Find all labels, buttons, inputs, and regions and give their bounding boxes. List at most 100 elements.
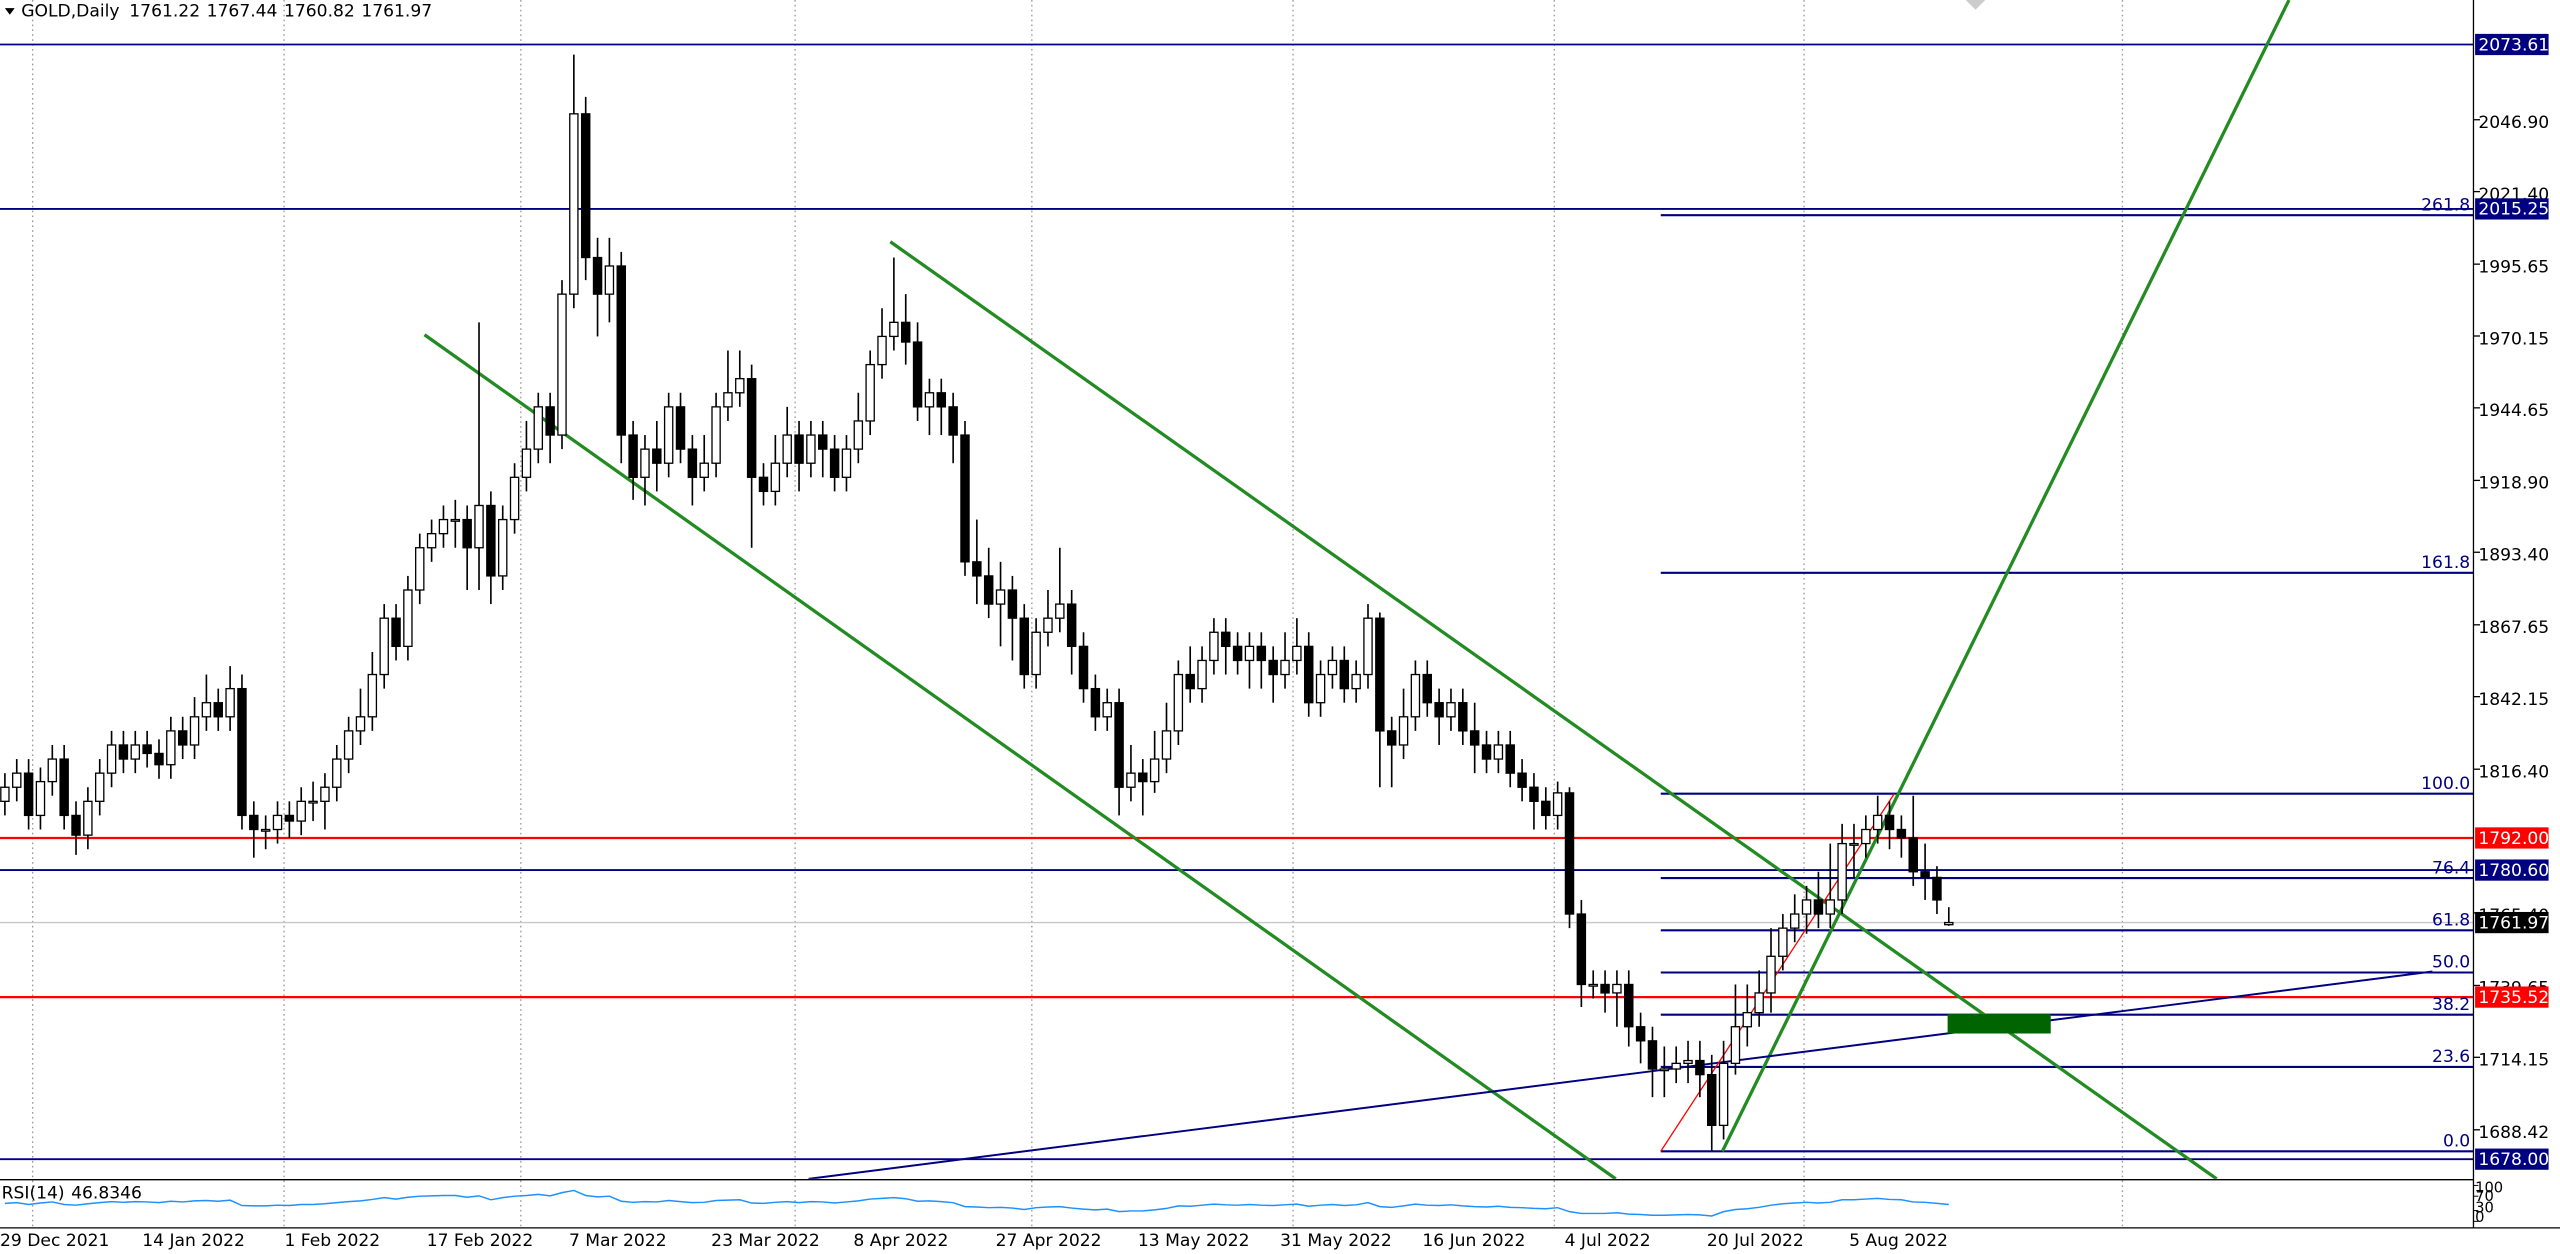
candle-body-down: [1007, 589, 1018, 619]
candle-body-up: [332, 758, 342, 788]
price-tag-box: [2475, 859, 2549, 881]
candle-body-down: [1303, 645, 1314, 704]
candle-body-up: [663, 406, 674, 464]
candle-body-up: [474, 504, 484, 549]
fib-label: 76.4: [2432, 858, 2470, 878]
candle-body-down: [652, 448, 662, 464]
candle-body-up: [1197, 659, 1207, 690]
candle-body-up: [1742, 1011, 1753, 1028]
candle-body-down: [1458, 702, 1468, 732]
candle-body-up: [497, 518, 508, 577]
candle-body-down: [1896, 828, 1907, 839]
candle-body-down: [900, 321, 911, 343]
candle-body-down: [1138, 772, 1148, 783]
low-value: 1760.82: [284, 1, 355, 21]
price-tag-label: 2015.25: [2478, 200, 2549, 220]
candle-body-down: [1090, 687, 1101, 718]
x-tick-label: 16 Jun 2022: [1422, 1231, 1525, 1251]
candle-body-up: [166, 730, 176, 766]
price-tag-label: 1792.00: [2478, 829, 2549, 849]
fib-label: 61.8: [2432, 911, 2470, 931]
candle-body-up: [865, 363, 875, 422]
scroll-marker: [1965, 0, 1986, 10]
candle-body-up: [1493, 744, 1504, 760]
x-tick-label: 1 Feb 2022: [284, 1231, 380, 1251]
rsi-tick-label: 70: [2475, 1188, 2494, 1205]
candle-body-up: [260, 828, 271, 832]
candle-body-up: [1055, 603, 1065, 619]
price-tag-label: 1780.60: [2478, 861, 2549, 881]
rsi-tick-label: 0: [2475, 1209, 2484, 1226]
candle-body-up: [1612, 983, 1622, 994]
rsi-name: RSI(14): [2, 1184, 65, 1204]
candle-body-up: [1102, 702, 1112, 718]
candle-body-up: [699, 462, 709, 478]
candle-body-down: [1813, 899, 1824, 915]
candle-body-down: [1529, 786, 1539, 802]
candle-body-up: [877, 335, 887, 366]
x-tick-label: 29 Dec 2021: [0, 1231, 109, 1251]
candle-body-down: [1019, 617, 1029, 676]
trendline: [423, 333, 1617, 1179]
candle-body-up: [1801, 899, 1812, 915]
fib-label: 38.2: [2432, 995, 2470, 1015]
price-tag-box: [2475, 198, 2549, 220]
candle-body-up: [130, 744, 141, 760]
candle-body-up: [355, 716, 366, 732]
candle-body-down: [616, 265, 626, 436]
candle-body-up: [1446, 702, 1456, 718]
candle-body-up: [1410, 673, 1421, 718]
candle-body-up: [1351, 673, 1361, 690]
rsi-value: 46.8346: [71, 1184, 142, 1204]
candle-body-down: [1434, 702, 1444, 718]
candle-body-down: [687, 448, 698, 478]
y-tick-label: 1842.15: [2478, 690, 2549, 710]
candle-body-down: [592, 256, 603, 295]
candle-body-up: [782, 434, 792, 464]
candle-body-up: [308, 800, 318, 804]
candle-body-up: [735, 378, 745, 394]
candle-body-down: [391, 617, 401, 648]
candle-body-down: [1624, 983, 1634, 1028]
candle-body-down: [462, 518, 472, 549]
candle-body-up: [0, 786, 10, 802]
close-value: 1761.97: [361, 1, 432, 21]
price-tag-box: [2475, 1148, 2549, 1170]
menu-arrow[interactable]: [4, 8, 15, 15]
candle-body-down: [154, 752, 164, 766]
candle-body-down: [142, 744, 152, 755]
candle-body-down: [1707, 1073, 1717, 1127]
candle-body-down: [948, 406, 958, 436]
candle-body-up: [1944, 921, 1954, 926]
candle-body-up: [521, 448, 532, 478]
candle-body-up: [1766, 955, 1776, 994]
candle-body-up: [1292, 645, 1302, 662]
price-tag-label: 1678.00: [2478, 1150, 2549, 1170]
current-price-label: 1761.97: [2478, 913, 2549, 933]
candle-body-down: [936, 392, 947, 408]
candle-body-down: [249, 814, 259, 831]
candle-body-down: [1647, 1040, 1658, 1070]
x-tick-label: 7 Mar 2022: [569, 1231, 667, 1251]
candle-body-down: [486, 504, 496, 577]
candle-body-down: [1600, 983, 1610, 994]
candle-body-down: [118, 744, 129, 760]
candle-body-up: [1209, 631, 1219, 662]
candle-body-up: [272, 814, 283, 831]
x-tick-label: 23 Mar 2022: [711, 1231, 820, 1251]
candle-body-up: [995, 589, 1006, 605]
open-value: 1761.22: [129, 1, 200, 21]
candle-body-up: [189, 716, 200, 746]
fib-label: 261.8: [2421, 195, 2470, 215]
y-tick-label: 1714.15: [2478, 1051, 2549, 1071]
candle-body-up: [367, 673, 378, 718]
candle-body-up: [924, 392, 935, 408]
trendline: [1720, 0, 2291, 1152]
candle-body-up: [1280, 659, 1290, 676]
candle-body-up: [12, 772, 22, 788]
candle-body-up: [1861, 828, 1871, 845]
candle-body-down: [1920, 871, 1930, 879]
candle-body-down: [1185, 673, 1195, 690]
candle-body-down: [983, 575, 994, 605]
